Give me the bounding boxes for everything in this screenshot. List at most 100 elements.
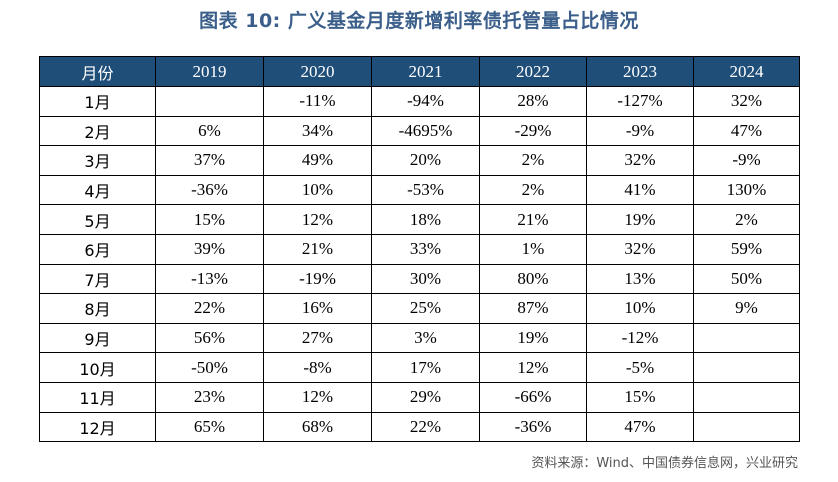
table-cell: 27% <box>263 322 372 354</box>
row-label-cell: 9月 <box>39 322 156 354</box>
table-cell: 22% <box>155 293 264 324</box>
table-cell: 37% <box>155 145 264 176</box>
column-header: 2023 <box>586 56 694 87</box>
table-cell: 12% <box>263 204 372 235</box>
table-cell: 10% <box>586 293 694 324</box>
table-row: 9月 56% 27% 3% 19% -12% <box>39 322 800 354</box>
row-label-cell: 3月 <box>39 145 156 176</box>
table-cell: 25% <box>371 293 480 324</box>
column-header: 月份 <box>39 56 156 87</box>
column-header: 2022 <box>479 56 587 87</box>
table-cell: 39% <box>155 233 264 265</box>
table-cell: 3% <box>371 322 480 354</box>
table-cell: 80% <box>479 263 587 295</box>
table-row: 2月 6% 34% -4695% -29% -9% 47% <box>39 115 800 147</box>
table-body: 1月 -11% -94% 28% -127% 32% 2月 6% 34% -4695% -29% -9… <box>39 86 800 443</box>
table-cell: 16% <box>263 293 372 324</box>
row-label-cell: 7月 <box>39 263 156 295</box>
table-cell: -13% <box>155 263 264 295</box>
table-cell: 33% <box>371 233 480 265</box>
table-cell <box>155 86 264 117</box>
table-row: 4月 -36% 10% -53% 2% 41% 130% <box>39 174 800 206</box>
table-cell: 21% <box>263 233 372 265</box>
table-cell: 49% <box>263 145 372 176</box>
table-cell: -4695% <box>371 115 480 147</box>
table-cell: -36% <box>155 174 264 206</box>
table-cell <box>693 322 800 354</box>
table-cell: -127% <box>586 86 694 117</box>
table-cell: 47% <box>693 115 800 147</box>
table-cell: -9% <box>693 145 800 176</box>
table-cell: 22% <box>371 411 480 443</box>
row-label-cell: 2月 <box>39 115 156 147</box>
table-cell: 15% <box>586 381 694 413</box>
column-header: 2021 <box>371 56 480 87</box>
table-cell: -50% <box>155 352 264 383</box>
table-cell: 2% <box>479 145 587 176</box>
table-cell: -12% <box>586 322 694 354</box>
table-cell: 59% <box>693 233 800 265</box>
table-cell: 28% <box>479 86 587 117</box>
table-cell: 65% <box>155 411 264 443</box>
table-cell: 29% <box>371 381 480 413</box>
table-cell <box>693 381 800 413</box>
source-note: 资料来源：Wind、中国债券信息网，兴业研究 <box>531 456 798 471</box>
table-cell: 19% <box>479 322 587 354</box>
table-cell: -8% <box>263 352 372 383</box>
table-cell: -9% <box>586 115 694 147</box>
table-row: 10月 -50% -8% 17% 12% -5% <box>39 352 800 383</box>
table-cell: 19% <box>586 204 694 235</box>
table-cell: -5% <box>586 352 694 383</box>
row-label-cell: 1月 <box>39 86 156 117</box>
table-cell: -66% <box>479 381 587 413</box>
table-header-row: 月份 2019 2020 2021 2022 2023 2024 <box>39 56 800 87</box>
table-cell: 10% <box>263 174 372 206</box>
table-row: 3月 37% 49% 20% 2% 32% -9% <box>39 145 800 176</box>
row-label-cell: 5月 <box>39 204 156 235</box>
table-cell: 18% <box>371 204 480 235</box>
table-cell: 47% <box>586 411 694 443</box>
table-cell: 32% <box>586 145 694 176</box>
table-row: 1月 -11% -94% 28% -127% 32% <box>39 86 800 117</box>
table-cell: 32% <box>693 86 800 117</box>
table-cell: 56% <box>155 322 264 354</box>
row-label-cell: 6月 <box>39 233 156 265</box>
table-cell: 1% <box>479 233 587 265</box>
figure-title: 图表 10: 广义基金月度新增利率债托管量占比情况 <box>199 10 639 32</box>
row-label-cell: 4月 <box>39 174 156 206</box>
table-cell: 23% <box>155 381 264 413</box>
table-cell: 13% <box>586 263 694 295</box>
table-cell: 34% <box>263 115 372 147</box>
table-cell: -36% <box>479 411 587 443</box>
table-row: 8月 22% 16% 25% 87% 10% 9% <box>39 293 800 324</box>
data-table: 月份 2019 2020 2021 2022 2023 2024 1月 -11% -… <box>39 56 800 443</box>
table-cell: 30% <box>371 263 480 295</box>
row-label-cell: 11月 <box>39 381 156 413</box>
column-header: 2024 <box>693 56 800 87</box>
table-cell: 15% <box>155 204 264 235</box>
table-row: 11月 23% 12% 29% -66% 15% <box>39 381 800 413</box>
table-cell: -11% <box>263 86 372 117</box>
table-row: 5月 15% 12% 18% 21% 19% 2% <box>39 204 800 235</box>
table-cell: -53% <box>371 174 480 206</box>
table-cell: 68% <box>263 411 372 443</box>
table-cell: 130% <box>693 174 800 206</box>
table-cell: 6% <box>155 115 264 147</box>
table-cell: 87% <box>479 293 587 324</box>
table-row: 7月 -13% -19% 30% 80% 13% 50% <box>39 263 800 295</box>
table-cell: 12% <box>479 352 587 383</box>
table-cell: 32% <box>586 233 694 265</box>
table-cell: 2% <box>693 204 800 235</box>
column-header: 2020 <box>263 56 372 87</box>
table-row: 12月 65% 68% 22% -36% 47% <box>39 411 800 443</box>
table-cell: -29% <box>479 115 587 147</box>
table-cell: 50% <box>693 263 800 295</box>
row-label-cell: 12月 <box>39 411 156 443</box>
table-cell: 20% <box>371 145 480 176</box>
table-cell: 41% <box>586 174 694 206</box>
table-cell: 17% <box>371 352 480 383</box>
row-label-cell: 10月 <box>39 352 156 383</box>
table-cell: -19% <box>263 263 372 295</box>
table-cell: 21% <box>479 204 587 235</box>
table-cell: 12% <box>263 381 372 413</box>
